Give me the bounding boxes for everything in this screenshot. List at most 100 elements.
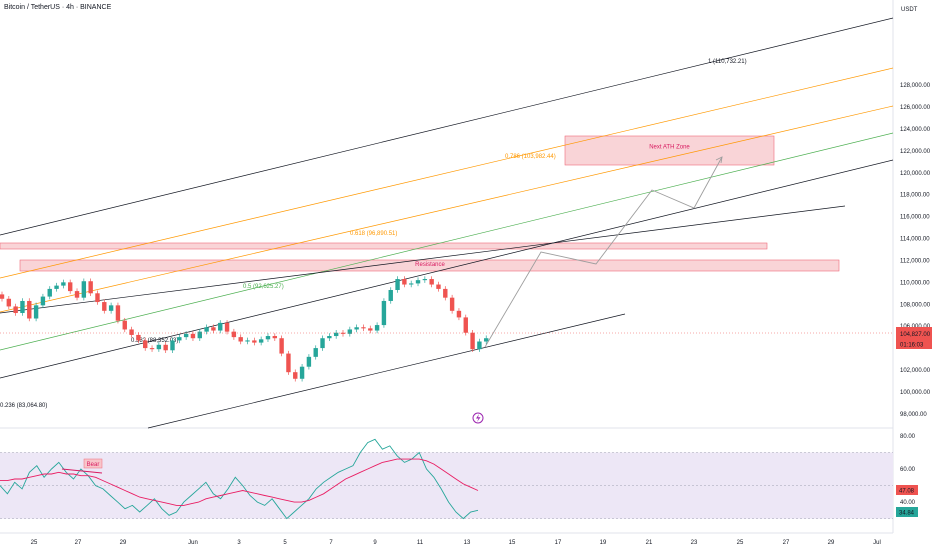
candle-body-35[interactable] <box>238 337 243 342</box>
candle-body-16[interactable] <box>108 305 114 311</box>
candle-body-17[interactable] <box>115 305 121 321</box>
price-tick-0: 128,000.00 <box>900 83 931 89</box>
candle-body-5[interactable] <box>33 305 39 319</box>
candle-body-62[interactable] <box>422 279 428 281</box>
candle-body-59[interactable] <box>402 279 407 285</box>
candle-body-21[interactable] <box>143 340 148 349</box>
candle-body-71[interactable] <box>484 338 489 342</box>
candle-body-52[interactable] <box>354 327 359 330</box>
candle-body-53[interactable] <box>361 327 366 329</box>
price-label-countdown: 01:16:03 <box>900 343 924 349</box>
price-tick-1: 126,000.00 <box>900 105 931 111</box>
candle-body-8[interactable] <box>54 285 59 289</box>
candle-body-70[interactable] <box>477 341 482 350</box>
candle-body-7[interactable] <box>47 288 52 297</box>
price-tick-3: 122,000.00 <box>900 149 931 155</box>
candle-body-51[interactable] <box>347 329 353 334</box>
candle-body-66[interactable] <box>449 297 455 311</box>
candle-body-4[interactable] <box>27 300 32 319</box>
candle-body-47[interactable] <box>320 338 325 349</box>
zone-3[interactable] <box>19 259 840 272</box>
candle-body-60[interactable] <box>409 283 414 285</box>
channel-line-mid[interactable] <box>0 205 846 314</box>
candle-body-45[interactable] <box>306 356 312 367</box>
candle-body-12[interactable] <box>81 281 87 298</box>
candle-body-19[interactable] <box>129 329 134 335</box>
candle-body-58[interactable] <box>395 279 400 291</box>
candle-body-56[interactable] <box>381 300 387 326</box>
candle-body-22[interactable] <box>149 348 155 350</box>
candle-body-69[interactable] <box>470 332 475 350</box>
fib-line-4[interactable] <box>0 132 894 351</box>
candle-body-40[interactable] <box>272 336 277 339</box>
zone-1[interactable] <box>564 135 775 166</box>
fib-line-1[interactable] <box>0 17 894 236</box>
candle-body-27[interactable] <box>183 333 189 338</box>
candle-body-57[interactable] <box>388 290 393 301</box>
rsi-ma-box <box>896 485 918 495</box>
fib-line-2[interactable] <box>0 67 894 279</box>
candle-body-32[interactable] <box>218 322 223 331</box>
time-tick-16: 27 <box>783 540 790 546</box>
candle-body-44[interactable] <box>299 366 305 379</box>
candle-body-54[interactable] <box>368 328 373 331</box>
candle-body-30[interactable] <box>204 327 209 332</box>
candle-body-50[interactable] <box>340 332 346 334</box>
time-tick-10: 15 <box>509 540 516 546</box>
countdown-box <box>896 339 932 349</box>
candle-body-13[interactable] <box>88 281 93 294</box>
candle-body-25[interactable] <box>170 340 175 351</box>
candle-body-46[interactable] <box>313 348 318 357</box>
candle-body-65[interactable] <box>443 288 448 298</box>
fib-line-6[interactable] <box>147 313 626 429</box>
candle-body-10[interactable] <box>68 282 73 292</box>
candle-body-18[interactable] <box>122 320 127 330</box>
candle-body-61[interactable] <box>415 280 421 284</box>
candle-body-15[interactable] <box>102 302 107 311</box>
candle-body-24[interactable] <box>163 344 168 351</box>
candle-body-67[interactable] <box>456 310 462 318</box>
time-tick-14: 23 <box>691 540 698 546</box>
fib-line-3[interactable] <box>0 105 894 313</box>
candle-body-63[interactable] <box>429 279 434 285</box>
event-marker-icon[interactable] <box>472 412 484 424</box>
candle-body-28[interactable] <box>190 333 196 339</box>
candle-body-64[interactable] <box>436 284 441 289</box>
candle-body-23[interactable] <box>156 344 162 350</box>
candle-body-14[interactable] <box>95 293 100 303</box>
fib-line-5[interactable] <box>0 159 894 379</box>
candle-body-41[interactable] <box>279 338 284 354</box>
candle-body-38[interactable] <box>258 339 264 343</box>
time-tick-5: 5 <box>283 540 287 546</box>
fib-label-3: 0.618 (96,890.51) <box>350 231 397 237</box>
zone-2[interactable] <box>0 242 768 250</box>
candle-body-37[interactable] <box>252 340 257 343</box>
candle-body-31[interactable] <box>211 327 216 331</box>
candle-body-0[interactable] <box>0 294 5 299</box>
candle-body-39[interactable] <box>265 336 271 340</box>
candle-body-34[interactable] <box>231 331 237 338</box>
candle-body-11[interactable] <box>74 291 80 298</box>
candle-body-26[interactable] <box>177 337 182 341</box>
candle-body-6[interactable] <box>40 296 46 306</box>
candle-body-68[interactable] <box>463 317 468 333</box>
candle-body-42[interactable] <box>286 353 291 373</box>
rsi-series-1[interactable] <box>0 458 479 506</box>
candle-body-29[interactable] <box>197 331 202 339</box>
rsi-current-value: 34.84 <box>899 511 915 517</box>
price-tick-5: 118,000.00 <box>900 193 930 199</box>
candle-body-49[interactable] <box>333 332 339 337</box>
projection-path[interactable] <box>484 156 723 348</box>
bear-divergence-line[interactable] <box>61 468 103 474</box>
candle-body-43[interactable] <box>293 372 298 379</box>
candle-body-3[interactable] <box>20 300 25 314</box>
candle-body-36[interactable] <box>245 340 250 342</box>
candle-body-20[interactable] <box>136 334 141 341</box>
candle-body-48[interactable] <box>327 336 332 339</box>
candle-body-1[interactable] <box>6 298 12 307</box>
candle-body-9[interactable] <box>61 282 66 286</box>
candle-body-55[interactable] <box>374 325 380 331</box>
candle-body-2[interactable] <box>13 306 18 314</box>
candle-body-33[interactable] <box>224 322 230 332</box>
